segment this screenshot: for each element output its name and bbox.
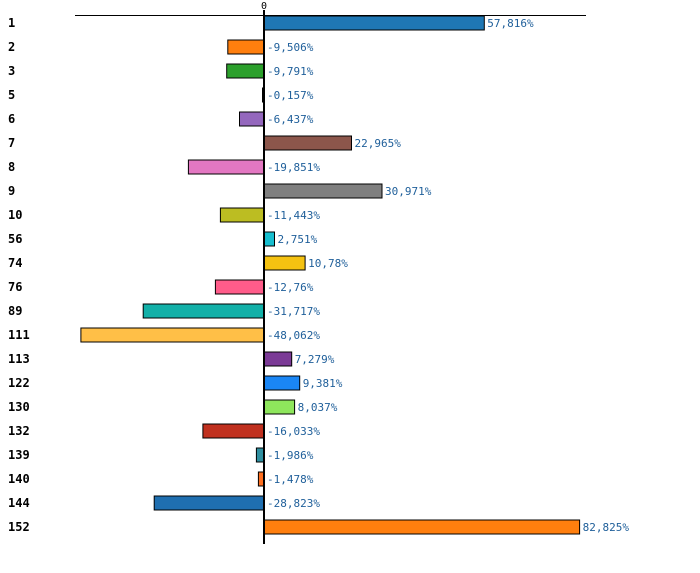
bar [263,135,352,151]
value-label: -48,062% [267,329,320,342]
value-label: 10,78% [308,257,348,270]
bar-row: 140 -1,478% [8,471,314,487]
category-label: 2 [8,40,15,54]
category-label: 7 [8,136,15,150]
bar [263,15,485,31]
bar [263,351,293,367]
bar [226,63,265,79]
bar [187,159,265,175]
category-label: 122 [8,376,30,390]
bar [263,255,306,271]
bar [255,447,265,463]
category-label: 89 [8,304,22,318]
bar [263,399,296,415]
bar [142,303,265,319]
bar [219,207,265,223]
category-label: 10 [8,208,22,222]
bar [263,519,581,535]
category-label: 9 [8,184,15,198]
bar [153,495,265,511]
category-label: 5 [8,88,15,102]
bar-row: 89 -31,717% [8,303,320,319]
category-label: 74 [8,256,22,270]
value-label: 57,816% [487,17,534,30]
value-label: 8,037% [298,401,338,414]
category-label: 139 [8,448,30,462]
category-label: 1 [8,16,15,30]
value-label: 22,965% [355,137,402,150]
bar-row: 144 -28,823% [8,495,320,511]
category-label: 113 [8,352,30,366]
bar-row: 130 8,037% [8,399,338,415]
bar-row: 122 9,381% [8,375,343,391]
bar [227,39,265,55]
category-label: 111 [8,328,30,342]
value-label: 2,751% [278,233,318,246]
bar-row: 1 57,816% [8,15,534,31]
value-label: -9,506% [267,41,314,54]
category-label: 130 [8,400,30,414]
bar [263,375,301,391]
bar [263,183,383,199]
value-label: -12,76% [267,281,314,294]
bar [214,279,265,295]
bar-row: 56 2,751% [8,231,318,247]
value-label: 82,825% [583,521,630,534]
bar-row: 113 7,279% [8,351,335,367]
value-label: 7,279% [295,353,335,366]
bar-row: 152 82,825% [8,519,630,535]
category-label: 6 [8,112,15,126]
category-label: 132 [8,424,30,438]
bar [263,231,275,247]
category-label: 152 [8,520,30,534]
value-label: 30,971% [385,185,432,198]
bar-row: 111 -48,062% [8,327,320,343]
value-label: -9,791% [267,65,314,78]
bar-row: 6 -6,437% [8,111,314,127]
bar-row: 9 30,971% [8,183,432,199]
bars: 1 57,816% 2 -9,506% 3 -9,791% 5 -0,157% 6 -6,437%… [8,15,630,535]
value-label: -0,157% [267,89,314,102]
value-label: -19,851% [267,161,320,174]
bar [80,327,265,343]
bar-row: 139 -1,986% [8,447,314,463]
bar [239,111,265,127]
category-label: 140 [8,472,30,486]
category-label: 76 [8,280,22,294]
value-label: -1,478% [267,473,314,486]
value-label: -28,823% [267,497,320,510]
value-label: -31,717% [267,305,320,318]
bar-row: 76 -12,76% [8,279,314,295]
value-label: -11,443% [267,209,320,222]
category-label: 56 [8,232,22,246]
bar-row: 8 -19,851% [8,159,320,175]
bar [202,423,265,439]
bar-row: 7 22,965% [8,135,402,151]
bar-row: 5 -0,157% [8,87,314,103]
bar-row: 3 -9,791% [8,63,314,79]
bar-row: 10 -11,443% [8,207,320,223]
bar-row: 74 10,78% [8,255,348,271]
value-label: -6,437% [267,113,314,126]
category-label: 8 [8,160,15,174]
category-label: 3 [8,64,15,78]
category-label: 144 [8,496,30,510]
bar-row: 2 -9,506% [8,39,314,55]
value-label: -1,986% [267,449,314,462]
value-label: 9,381% [303,377,343,390]
bar-row: 132 -16,033% [8,423,320,439]
value-label: -16,033% [267,425,320,438]
zero-tick-label: 0 [261,1,267,12]
